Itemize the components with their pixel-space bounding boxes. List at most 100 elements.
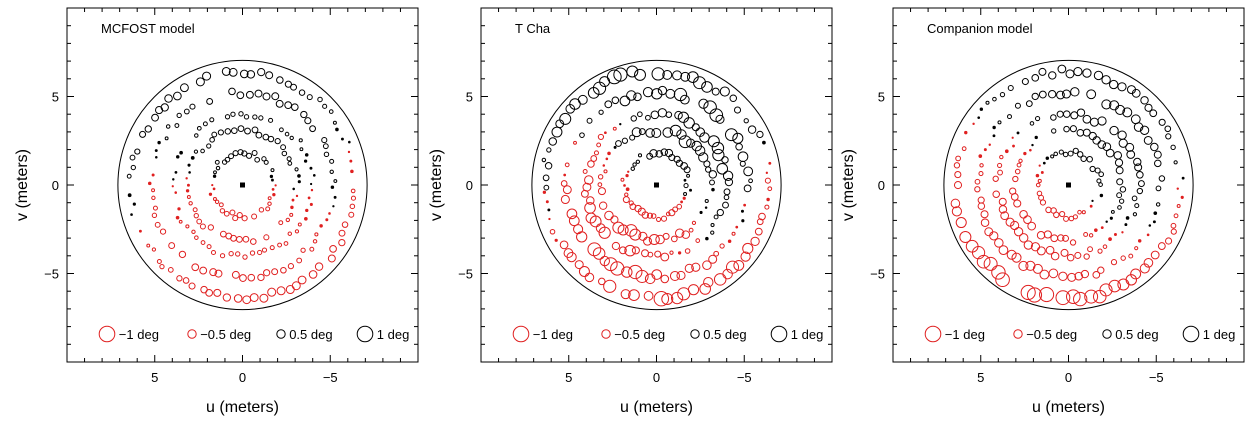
closure-phase-point [687,284,700,296]
closure-phase-point [1050,251,1060,261]
closure-phase-point [1010,192,1019,201]
closure-phase-point [610,261,625,276]
closure-phase-point [1124,223,1128,227]
closure-phase-point [332,120,337,125]
closure-phase-point [964,130,968,135]
closure-phase-point [1023,215,1032,224]
legend-marker [924,325,942,343]
closure-phase-point [743,118,749,124]
closure-phase-point [604,100,613,109]
closure-phase-point [605,157,609,161]
closure-phase-point [587,160,595,168]
closure-phase-point [338,229,346,237]
closure-phase-point [716,162,729,175]
closure-phase-point [622,196,630,204]
closure-phase-point [682,196,686,200]
closure-phase-point [229,209,236,216]
closure-phase-point [971,246,986,260]
closure-phase-point [1100,226,1104,230]
closure-phase-point [322,143,329,150]
closure-phase-point [151,195,156,201]
closure-phase-point [246,70,256,79]
closure-phase-point [756,218,764,226]
closure-phase-point [563,173,567,177]
closure-phase-point [1125,142,1135,152]
closure-phase-point [1143,135,1153,145]
closure-phase-point [978,170,984,177]
y-tick-label: 5 [52,90,59,105]
closure-phase-point [1018,260,1029,272]
closure-phase-point [551,126,563,138]
closure-phase-point [645,114,651,121]
closure-phase-point [289,135,294,141]
closure-phase-point [272,192,276,197]
closure-phase-point [677,251,682,255]
closure-phase-point [1050,114,1057,121]
closure-phase-point [1074,251,1082,259]
closure-phase-point [340,137,344,141]
closure-phase-point [165,124,171,129]
closure-phase-point [650,213,657,219]
closure-phase-point [251,213,258,220]
closure-phase-point [713,273,727,286]
closure-phase-point [612,126,617,131]
closure-phase-point [684,248,691,254]
closure-phase-point [285,285,295,295]
closure-phase-point [1155,202,1161,207]
closure-phase-point [1154,159,1162,168]
closure-phase-point [209,117,215,123]
closure-phase-point [287,263,295,270]
closure-phase-point [228,67,238,77]
closure-phase-point [188,282,196,290]
closure-phase-point [1130,268,1142,280]
closure-phase-point [670,235,678,243]
closure-phase-point [549,228,556,235]
legend-label: 0.5 deg [1115,327,1158,342]
legend-label: −0.5 deg [1026,327,1077,342]
closure-phase-point [719,86,730,97]
closure-phase-point [1072,147,1079,154]
closure-phase-point [629,134,636,141]
closure-phase-point [710,223,715,228]
y-axis-title: v (meters) [14,149,31,221]
closure-phase-point [349,159,353,163]
closure-phase-point [701,81,713,93]
closure-phase-point [750,236,760,247]
legend-marker [98,325,116,343]
closure-phase-point [193,149,199,154]
closure-phase-point [603,169,608,174]
closure-phase-point [672,70,683,81]
closure-phase-point [1034,115,1041,122]
closure-phase-point [329,158,335,164]
closure-phase-point [766,197,770,202]
closure-phase-point [1004,149,1009,154]
closure-phase-point [1058,149,1064,155]
closure-phase-point [306,94,313,101]
closure-phase-point [218,202,224,208]
closure-phase-point [325,218,329,222]
closure-phase-point [611,241,621,251]
closure-phase-point [1094,228,1098,233]
closure-phase-point [1099,193,1104,198]
legend-marker [1102,329,1112,339]
closure-phase-point [1007,114,1012,120]
closure-phase-point [338,238,346,247]
closure-phase-point [284,131,290,137]
closure-phase-point [258,115,264,121]
closure-phase-point [284,101,293,110]
closure-phase-point [1139,263,1150,274]
closure-phase-point [176,275,183,282]
closure-phase-point [239,69,249,79]
closure-phase-point [598,277,606,286]
closure-phase-point [679,94,690,105]
closure-phase-point [1122,107,1133,118]
closure-phase-point [1130,114,1141,125]
closure-phase-point [1119,186,1127,193]
closure-phase-point [1025,100,1033,108]
closure-phase-point [544,162,553,170]
closure-phase-point [1097,266,1105,274]
closure-phase-point [617,224,629,236]
closure-phase-point [271,178,274,182]
closure-phase-point [183,108,190,115]
closure-phase-point [167,266,174,273]
